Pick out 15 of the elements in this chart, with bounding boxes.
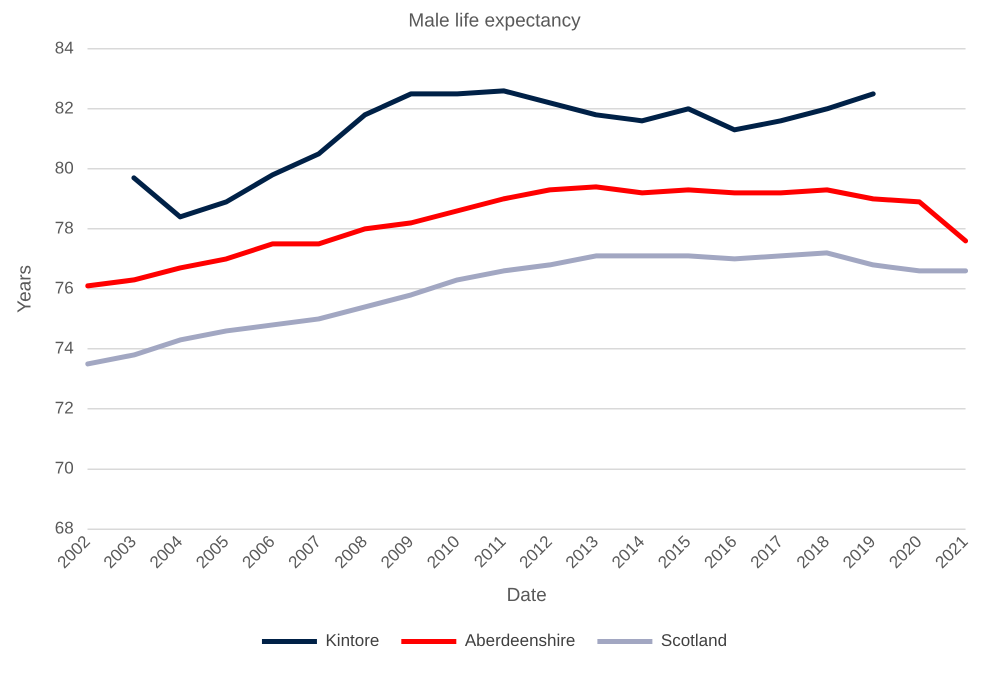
y-tick-label: 84 xyxy=(54,38,74,58)
y-tick-label: 68 xyxy=(54,518,74,538)
y-tick-label: 72 xyxy=(54,398,74,418)
chart-title: Male life expectancy xyxy=(408,10,582,32)
y-tick-label: 82 xyxy=(54,98,74,118)
x-axis-title: Date xyxy=(506,584,547,606)
y-tick-label: 78 xyxy=(54,218,74,238)
y-tick-label: 76 xyxy=(54,278,74,298)
y-axis-title: Years xyxy=(14,264,36,313)
legend-label: Scotland xyxy=(660,631,728,650)
y-tick-label: 80 xyxy=(54,158,74,178)
y-tick-label: 70 xyxy=(54,458,74,478)
legend-label: Kintore xyxy=(325,631,380,650)
y-tick-label: 74 xyxy=(54,338,74,358)
legend-label: Aberdeenshire xyxy=(464,631,576,650)
